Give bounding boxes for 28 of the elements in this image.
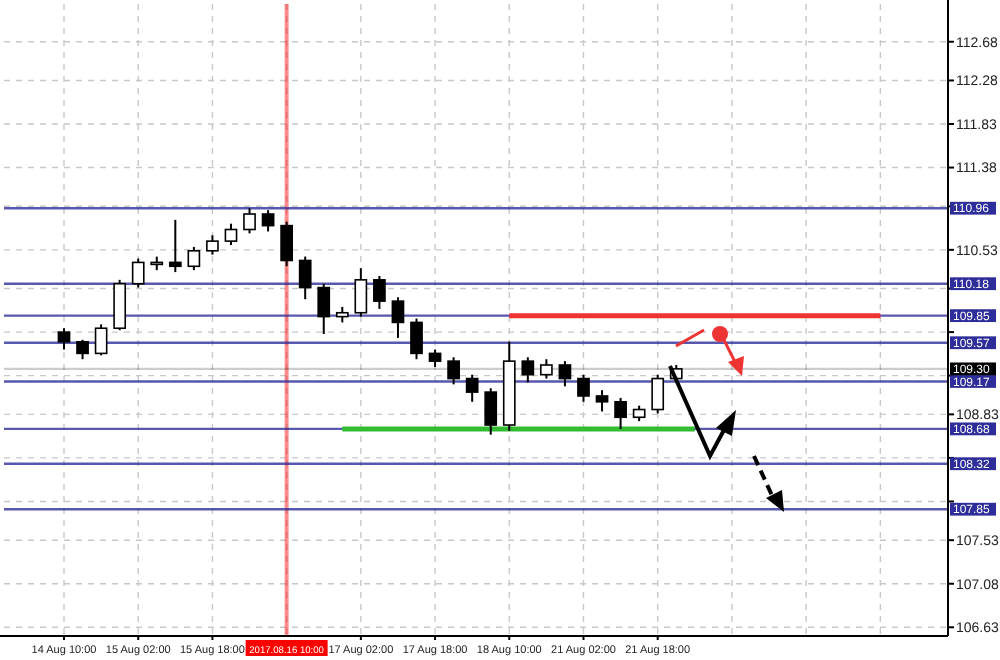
candlestick (595, 389, 609, 413)
candlestick (298, 255, 312, 301)
candlestick (521, 356, 535, 384)
candlestick (94, 323, 108, 357)
candlestick (206, 234, 219, 256)
candlestick (113, 278, 127, 332)
candlestick (540, 358, 553, 380)
candlestick (317, 282, 331, 336)
candlestick (76, 338, 89, 361)
candlestick (373, 274, 386, 310)
candlestick (243, 207, 256, 235)
candlestick (354, 267, 368, 318)
candlestick (280, 220, 293, 268)
candlestick (261, 209, 275, 233)
candlestick (224, 222, 238, 246)
candlestick (168, 218, 182, 274)
candlestick (484, 387, 498, 436)
candlestick (614, 396, 627, 430)
candlestick (465, 373, 479, 403)
candlestick (57, 327, 71, 351)
candlestick (447, 356, 460, 386)
candlestick (577, 373, 590, 403)
candlestick (391, 296, 405, 339)
candlestick (410, 317, 423, 361)
candlestick (131, 257, 145, 289)
candlestick (558, 360, 572, 388)
candlestick (651, 373, 665, 415)
candlestick (187, 245, 201, 272)
